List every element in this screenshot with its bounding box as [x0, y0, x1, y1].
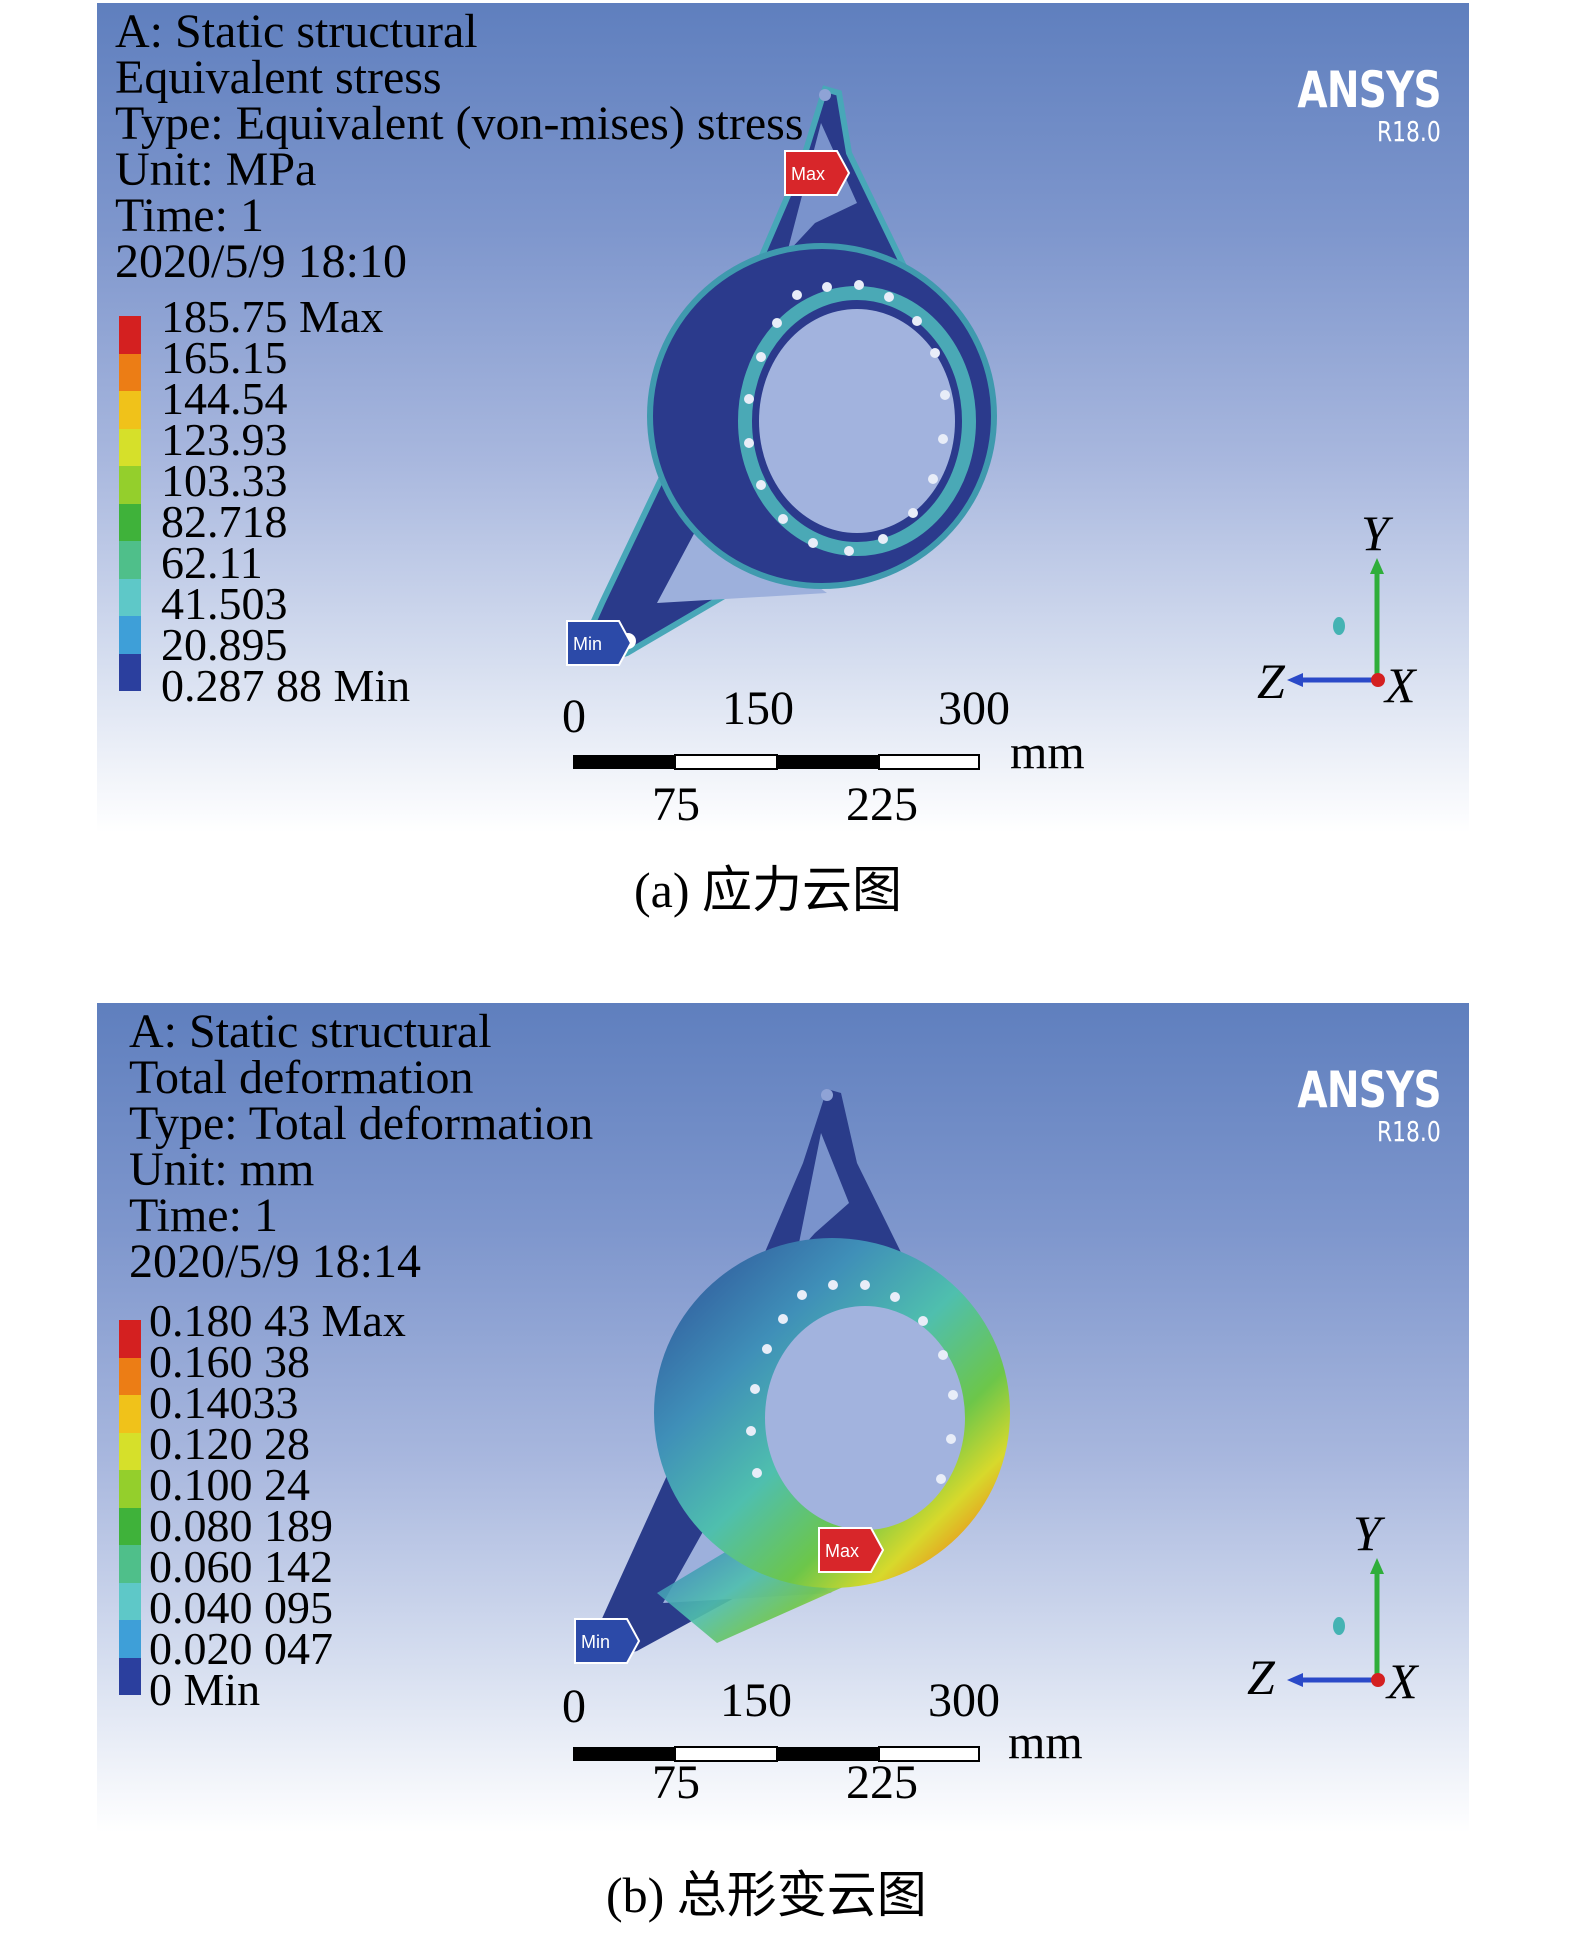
scale-bar: 0 150 300 mm 75 225: [562, 1677, 1083, 1823]
scale-unit: mm: [1008, 1716, 1083, 1769]
analysis-title: A: Static structural: [129, 1005, 492, 1058]
z-axis-label: Z: [1247, 1649, 1275, 1705]
legend-label: 0.180 43 Max: [149, 1295, 406, 1346]
z-axis-label: Z: [1257, 653, 1285, 709]
legend-color-bar: [119, 1320, 141, 1695]
legend-label: 0.020 047: [149, 1623, 333, 1674]
legend-label: 185.75 Max: [161, 291, 384, 342]
legend-label: 0.080 189: [149, 1500, 333, 1551]
max-tag: Max: [791, 164, 825, 184]
legend-label: 62.11: [161, 537, 263, 588]
legend-label: 0.287 88 Min: [161, 660, 411, 711]
caption-a: (a) 应力云图: [634, 862, 902, 918]
min-tag: Min: [581, 1632, 610, 1652]
legend-label: 0.100 24: [149, 1459, 310, 1510]
max-tag: Max: [825, 1541, 859, 1561]
deformation-model: Max Min: [574, 1089, 1010, 1664]
scale-tick-label: 75: [652, 778, 700, 831]
legend-label: 20.895: [161, 619, 288, 670]
y-axis-label: Y: [1353, 1505, 1381, 1561]
legend-label: 0.160 38: [149, 1336, 310, 1387]
ansys-version: R18.0: [1377, 115, 1441, 148]
deformation-panel: Max Min A: Static structural Total defor…: [97, 1003, 1469, 1833]
analysis-title: A: Static structural: [115, 5, 478, 58]
scale-tick-label: 300: [938, 682, 1010, 735]
x-axis-label: X: [1387, 1653, 1418, 1709]
axis-triad: Y Z X: [1257, 505, 1417, 713]
result-date: 2020/5/9 18:10: [115, 235, 408, 288]
result-date: 2020/5/9 18:14: [129, 1235, 422, 1288]
scale-tick-label: 150: [720, 1674, 792, 1727]
legend-label: 41.503: [161, 578, 288, 629]
stress-panel: Max Min A: Static structural Equivalent …: [97, 3, 1469, 833]
min-tag: Min: [573, 634, 602, 654]
result-name: Total deformation: [129, 1051, 474, 1104]
result-time: Time: 1: [129, 1189, 278, 1242]
scale-bar: 0 150 300 mm 75 225: [562, 685, 1085, 829]
scale-tick-label: 225: [846, 778, 918, 831]
caption-b: (b) 总形变云图: [606, 1867, 927, 1923]
legend-label: 0.120 28: [149, 1418, 310, 1469]
axis-triad: Y Z X: [1247, 1505, 1418, 1709]
legend-color-bar: [119, 316, 141, 691]
result-name: Equivalent stress: [115, 51, 442, 104]
ansys-version: R18.0: [1377, 1115, 1441, 1148]
legend-label: 0.040 095: [149, 1582, 333, 1633]
legend-label: 144.54: [161, 373, 288, 424]
legend-label: 123.93: [161, 414, 288, 465]
scale-tick-label: 225: [846, 1756, 918, 1809]
legend-label: 0.060 142: [149, 1541, 333, 1592]
scale-tick-label: 300: [928, 1674, 1000, 1727]
legend-label: 0.14033: [149, 1377, 299, 1428]
ansys-logo: ANSYS R18.0: [1257, 61, 1442, 148]
scale-bar-graphic: [573, 754, 980, 770]
scale-tick-label: 150: [722, 682, 794, 735]
ansys-brand: ANSYS: [1297, 61, 1442, 119]
result-unit: Unit: mm: [129, 1143, 315, 1196]
legend-label: 82.718: [161, 496, 288, 547]
result-time: Time: 1: [115, 189, 264, 242]
scale-tick-label: 0: [562, 1680, 586, 1733]
scale-tick-label: 0: [562, 690, 586, 743]
legend-label: 103.33: [161, 455, 288, 506]
result-unit: Unit: MPa: [115, 143, 317, 196]
x-axis-label: X: [1385, 657, 1416, 713]
legend-label: 0 Min: [149, 1664, 261, 1715]
y-axis-label: Y: [1361, 505, 1389, 561]
legend-label: 165.15: [161, 332, 288, 383]
scale-tick-label: 75: [652, 1756, 700, 1809]
stress-model: Max Min: [566, 85, 997, 666]
ansys-brand: ANSYS: [1297, 1061, 1442, 1119]
result-type: Type: Total deformation: [129, 1097, 594, 1150]
scale-unit: mm: [1010, 726, 1085, 779]
result-info: A: Static structural Equivalent stress T…: [115, 5, 804, 288]
scale-bar-graphic: [573, 1746, 980, 1762]
result-type: Type: Equivalent (von-mises) stress: [115, 97, 804, 150]
ansys-logo: ANSYS R18.0: [1257, 1061, 1442, 1148]
result-info: A: Static structural Total deformation T…: [129, 1005, 594, 1288]
